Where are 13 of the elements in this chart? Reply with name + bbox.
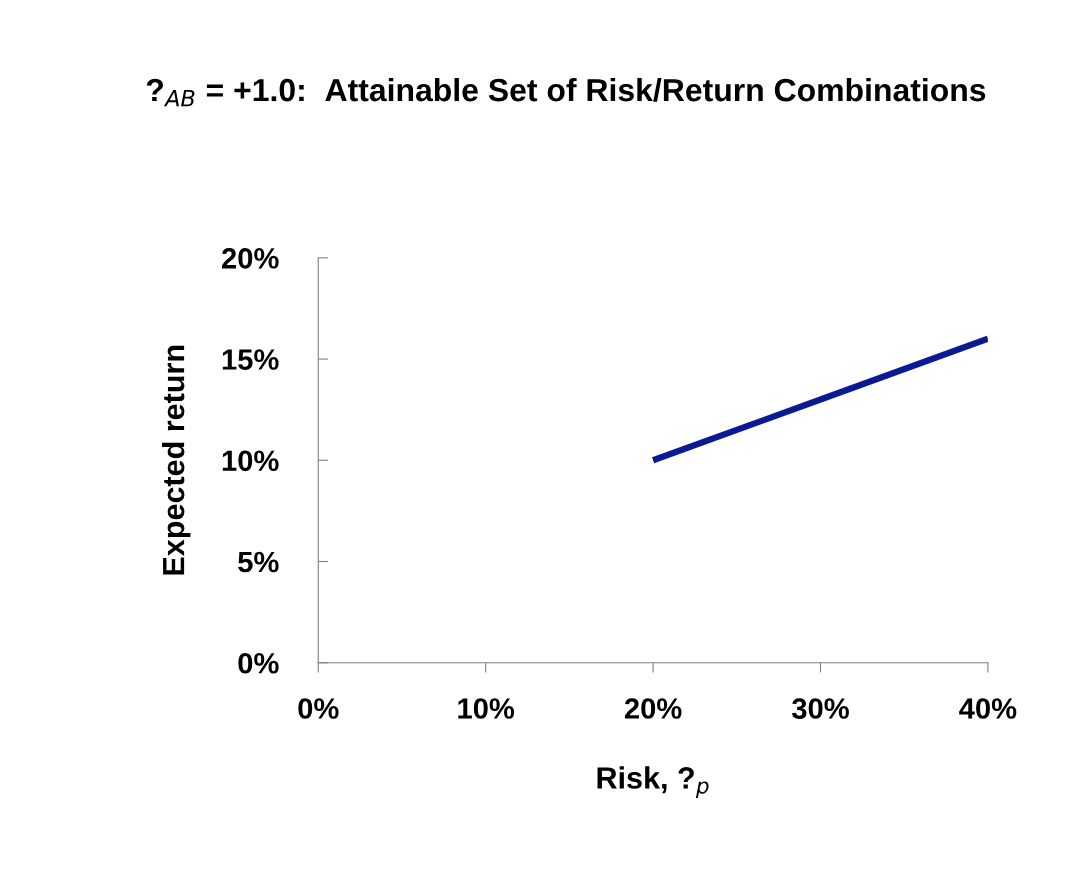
y-tick-label: 5% [238, 551, 279, 573]
x-tick-label: 40% [959, 698, 1017, 719]
y-axis-title: Expected return [161, 345, 191, 575]
y-tick-label: 20% [222, 248, 279, 269]
x-axis-title: Risk, ?$_{p}$ [597, 766, 709, 798]
x-tick-label: 0% [298, 698, 339, 719]
x-tick-label: 20% [624, 698, 682, 719]
chart-title: ?$_{AB}$ = +1.0: Attainable Set of Risk/Return Combinations [146, 77, 986, 107]
x-tick-label: 30% [791, 698, 849, 719]
y-tick-label: 10% [222, 450, 279, 472]
x-tick-label: 10% [458, 698, 515, 719]
y-tick-label: 15% [222, 349, 279, 370]
y-tick-label: 0% [238, 652, 279, 674]
